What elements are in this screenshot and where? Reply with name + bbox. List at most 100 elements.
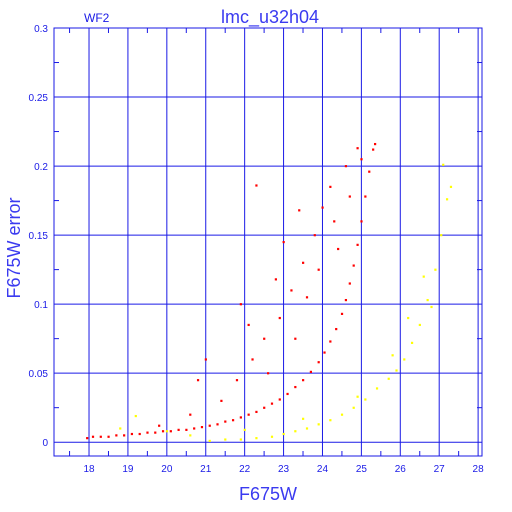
yellow-data-point [189,434,192,437]
red-data-point [368,170,371,173]
yellow-data-point [410,341,414,344]
red-data-point [91,435,95,438]
red-data-point [305,296,309,299]
yellow-data-point [445,198,449,201]
yellow-data-point [165,430,169,433]
x-tick-label: 22 [239,464,251,475]
red-data-point [239,416,242,419]
red-data-point [189,413,192,416]
red-data-point [123,434,126,437]
red-data-point [286,392,289,396]
red-data-point [161,430,165,433]
red-data-point [344,165,348,168]
red-data-point [364,195,367,198]
red-data-point [348,195,351,198]
y-tick-label: 0.25 [29,93,49,104]
x-tick-label: 27 [434,464,446,475]
red-data-point [263,337,266,340]
axis-ticks [54,28,482,456]
red-data-point [317,268,320,271]
red-data-point [154,431,157,434]
red-data-point [99,435,102,438]
red-data-point [317,361,320,364]
red-data-point [193,427,196,430]
red-data-point [321,206,324,209]
yellow-data-point [418,323,421,327]
red-data-point [374,142,377,146]
yellow-data-point [442,163,445,166]
yellow-data-point [134,414,137,418]
red-data-point [278,316,281,320]
yellow-data-point [434,268,437,271]
red-data-point [263,406,266,409]
yellow-data-point [294,430,297,433]
red-data-point [231,419,235,422]
red-data-point [247,323,250,327]
red-data-point [294,337,297,340]
red-data-point [274,278,277,281]
plot-frame [53,27,483,457]
red-data-point [313,234,316,237]
red-data-point [158,424,161,427]
red-data-point [340,312,344,315]
red-data-point [216,423,219,426]
red-data-point [360,158,363,161]
y-tick-label: 0.2 [34,162,48,173]
red-data-point [130,432,134,436]
x-tick-label: 26 [395,464,407,475]
red-data-point [200,426,204,429]
yellow-data-point [119,427,122,430]
y-tick-label: 0.05 [29,369,49,380]
y-axis-label: F675W error [4,197,24,298]
yellow-data-point [422,275,425,278]
yellow-data-point [352,406,355,409]
yellow-data-point [407,316,410,320]
yellow-data-point [282,432,285,436]
red-data-point [270,402,274,405]
red-data-point [356,147,359,150]
x-tick-label: 21 [200,464,212,475]
red-data-point [115,434,118,437]
red-data-point [267,372,270,375]
red-data-point [335,327,338,331]
red-data-point [235,379,239,382]
red-data-point [333,220,336,223]
red-data-point [177,428,180,431]
red-data-point [255,410,258,414]
red-data-point [294,385,297,389]
red-data-point [224,420,227,423]
y-tick-label: 0.1 [34,300,48,311]
yellow-data-point [403,358,406,361]
yellow-data-point [340,413,344,416]
y-tick-label: 0.3 [34,24,48,35]
yellow-data-point [440,234,443,237]
yellow-data-point [356,395,359,398]
yellow-data-point [270,435,274,438]
x-tick-label: 20 [161,464,173,475]
red-data-point [309,370,312,373]
yellow-data-point [375,387,379,390]
red-data-point [138,432,141,436]
red-data-point [329,185,332,188]
red-data-point [337,247,340,251]
x-tick-label: 25 [356,464,368,475]
yellow-data-point [449,185,453,188]
red-data-point [360,220,363,223]
yellow-data-point [430,305,433,309]
red-data-point [204,358,207,361]
data-points [86,142,453,443]
red-data-point [344,298,348,302]
yellow-data-point [364,398,367,401]
x-axis-label: F675W [239,484,297,504]
red-data-point [278,398,281,401]
x-tick-label: 24 [317,464,329,475]
red-data-point [185,428,188,431]
red-data-point [208,424,211,427]
y-tick-labels: 0 0.05 0.1 0.15 0.2 0.25 0.3 [29,24,49,449]
yellow-data-point [391,354,394,357]
red-data-point [239,303,242,306]
red-data-point [255,184,258,187]
red-data-point [146,431,149,434]
red-data-point [196,379,200,382]
